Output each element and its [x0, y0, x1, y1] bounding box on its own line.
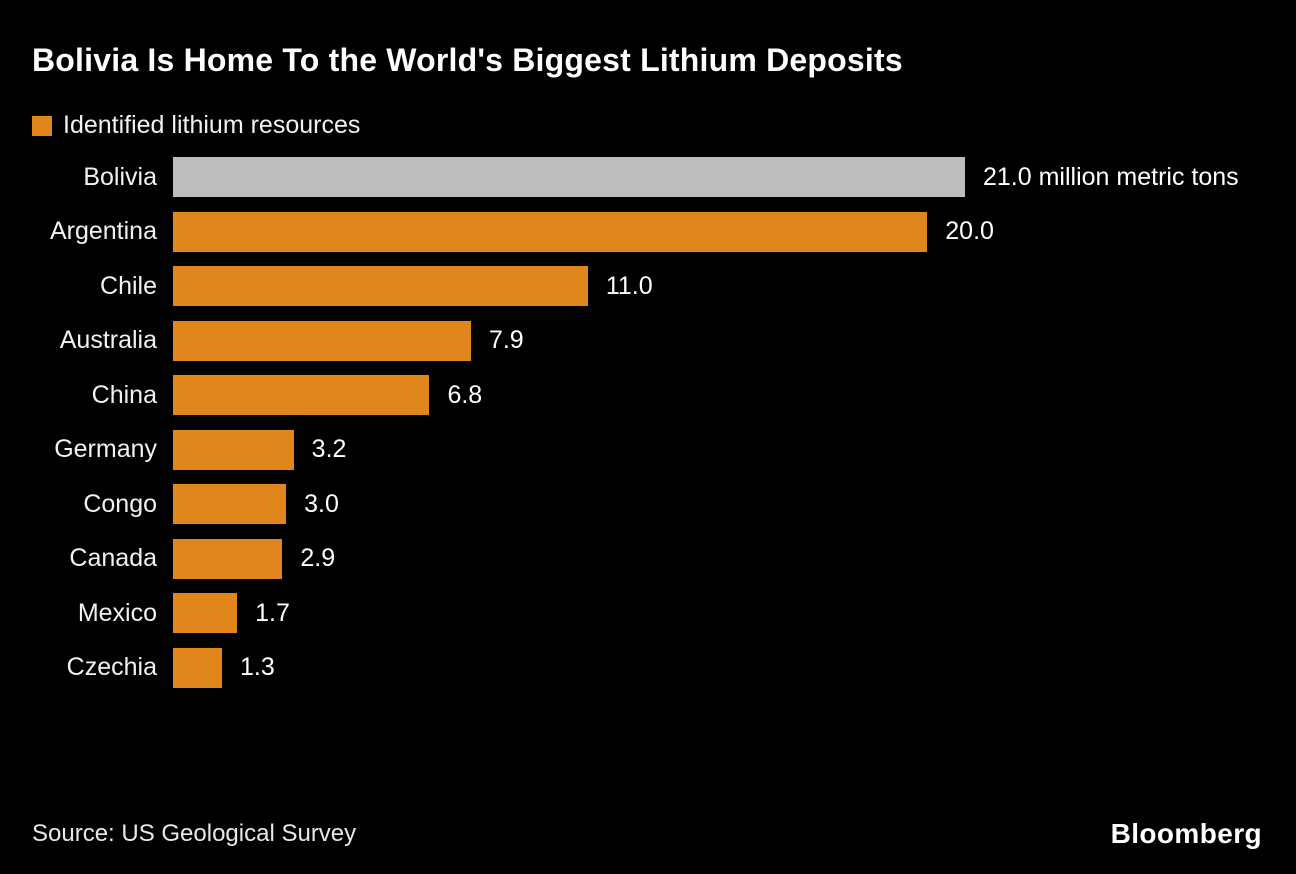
- chart-row: Chile 11.0: [0, 259, 1296, 314]
- bar: [173, 538, 283, 579]
- category-label: Chile: [100, 271, 157, 300]
- chart-title: Bolivia Is Home To the World's Biggest L…: [32, 42, 903, 78]
- category-label: Canada: [69, 544, 157, 573]
- legend: Identified lithium resources: [32, 111, 360, 140]
- bar: [173, 647, 223, 688]
- bar-track: 7.9: [173, 320, 1296, 361]
- bar-track: 11.0: [173, 266, 1296, 307]
- bar-track: 1.3: [173, 647, 1296, 688]
- bar: [173, 429, 294, 470]
- bar-track: 1.7: [173, 593, 1296, 634]
- value-label: 6.8: [447, 380, 483, 409]
- chart-row: Mexico 1.7: [0, 586, 1296, 641]
- bar-track: 6.8: [173, 375, 1296, 416]
- value-label: 21.0 million metric tons: [983, 162, 1239, 191]
- category-label: Germany: [54, 435, 157, 464]
- category-label: Bolivia: [83, 162, 157, 191]
- source-note: Source: US Geological Survey: [32, 820, 357, 847]
- chart-row: Australia 7.9: [0, 314, 1296, 369]
- value-label: 1.3: [240, 653, 275, 682]
- category-label: Australia: [59, 326, 157, 355]
- category-label: Mexico: [77, 598, 157, 627]
- chart-row: Bolivia 21.0 million metric tons: [0, 150, 1296, 205]
- bar-highlight: [173, 157, 965, 198]
- chart-row: Argentina 20.0: [0, 205, 1296, 260]
- category-label: China: [91, 380, 157, 409]
- value-label: 11.0: [605, 271, 653, 300]
- chart-row: China 6.8: [0, 368, 1296, 423]
- bar: [173, 320, 471, 361]
- value-label: 1.7: [255, 598, 290, 627]
- chart-row: Czechia 1.3: [0, 641, 1296, 696]
- bar-track: 3.2: [173, 429, 1296, 470]
- bar: [173, 266, 588, 307]
- value-label: 7.9: [488, 326, 524, 355]
- bar-track: 3.0: [173, 484, 1296, 525]
- category-label: Czechia: [66, 653, 157, 682]
- value-label: 20.0: [945, 217, 994, 246]
- category-label: Argentina: [49, 217, 157, 246]
- bar-chart: Bolivia 21.0 million metric tons Argentina…: [0, 150, 1296, 695]
- bar-track: 2.9: [173, 538, 1296, 579]
- bar: [173, 375, 430, 416]
- value-label: 2.9: [300, 544, 336, 573]
- bar: [173, 593, 238, 634]
- bar-track: 21.0 million metric tons: [173, 157, 1296, 198]
- bar-track: 20.0: [173, 211, 1296, 252]
- bar: [173, 211, 928, 252]
- legend-label: Identified lithium resources: [63, 111, 361, 139]
- chart-row: Congo 3.0: [0, 477, 1296, 532]
- value-label: 3.2: [311, 435, 347, 464]
- value-label: 3.0: [304, 489, 339, 518]
- bloomberg-logo: Bloomberg: [1110, 818, 1262, 849]
- chart-row: Canada 2.9: [0, 532, 1296, 587]
- bar: [173, 484, 287, 525]
- chart-row: Germany 3.2: [0, 423, 1296, 478]
- legend-swatch-icon: [32, 115, 52, 136]
- category-label: Congo: [83, 489, 157, 518]
